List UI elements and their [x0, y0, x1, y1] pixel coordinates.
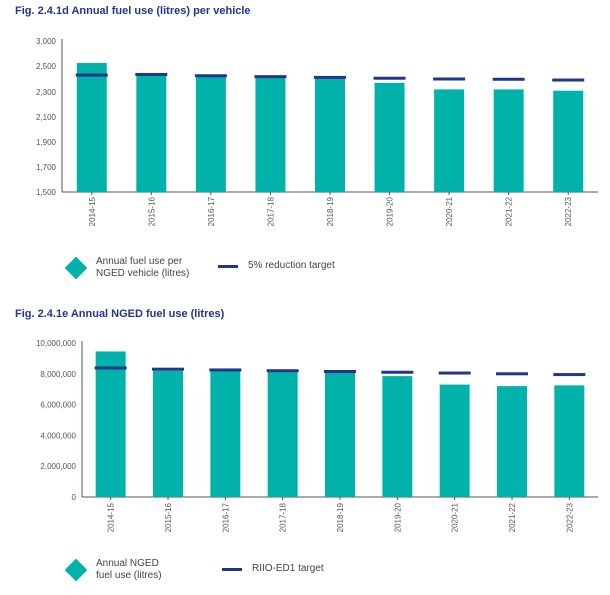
x-tick-label: 2016-17 — [207, 196, 216, 226]
legend-1-bar-label-line1: Annual fuel use per — [96, 256, 183, 267]
target-marker — [553, 373, 586, 377]
bar — [382, 376, 413, 497]
x-tick-label: 2017-18 — [279, 502, 288, 532]
bar — [255, 77, 286, 192]
target-marker — [94, 366, 127, 370]
x-tick-label: 2015-16 — [164, 502, 173, 532]
x-tick-label: 2018-19 — [336, 502, 345, 532]
legend-1-bar: Annual fuel use per NGED vehicle (litres… — [64, 256, 190, 280]
bar — [497, 386, 527, 497]
y-tick-label: 4,000,000 — [40, 431, 76, 440]
x-tick-label: 2021-22 — [508, 502, 517, 532]
y-tick-label: 8,000,000 — [40, 370, 76, 379]
bar — [434, 89, 465, 192]
legend-2-bar-label-line2: fuel use (litres) — [96, 570, 162, 581]
target-marker — [254, 75, 287, 79]
y-tick-label: 3,000 — [36, 37, 57, 46]
chart-1-title: Fig. 2.4.1d Annual fuel use (litres) per… — [15, 5, 251, 17]
legend-1-target-label: 5% reduction target — [248, 260, 335, 271]
target-marker — [438, 371, 471, 375]
x-tick-label: 2022-23 — [565, 502, 574, 532]
target-marker — [381, 370, 414, 374]
y-tick-label: 0 — [72, 493, 77, 502]
y-tick-label: 2,000,000 — [40, 462, 76, 471]
legend-2-bar: Annual NGED fuel use (litres) — [64, 558, 162, 582]
x-tick-label: 2018-19 — [326, 196, 335, 226]
bar — [153, 370, 183, 497]
target-marker — [373, 76, 406, 80]
target-marker — [552, 78, 585, 82]
legend-2-target-label: RIIO-ED1 target — [252, 563, 324, 574]
x-tick-label: 2017-18 — [266, 196, 275, 226]
legend-1-target: 5% reduction target — [218, 260, 335, 272]
legend-2-bar-label-line1: Annual NGED — [96, 558, 159, 569]
x-tick-label: 2020-21 — [445, 196, 454, 226]
bar — [76, 63, 107, 192]
y-tick-label: 10,000,000 — [36, 339, 77, 348]
y-tick-label: 1,700 — [36, 163, 57, 172]
target-marker — [266, 369, 299, 373]
target-marker — [135, 72, 168, 76]
y-tick-label: 2,500 — [36, 62, 57, 71]
x-tick-label: 2015-16 — [147, 196, 156, 226]
teal-diamond-icon — [64, 256, 88, 280]
target-marker — [209, 368, 242, 372]
bar — [210, 369, 241, 497]
navy-dash-icon — [222, 567, 242, 571]
x-tick-label: 2019-20 — [386, 196, 395, 226]
y-tick-label: 1,900 — [36, 138, 57, 147]
chart-2-title: Fig. 2.4.1e Annual NGED fuel use (litres… — [15, 308, 225, 320]
legend-1-bar-label-line2: NGED vehicle (litres) — [96, 268, 190, 279]
y-tick-label: 6,000,000 — [40, 401, 76, 410]
x-tick-label: 2022-23 — [564, 196, 573, 226]
target-marker — [152, 367, 184, 371]
bar — [325, 372, 355, 497]
bar — [315, 79, 345, 192]
y-tick-label: 2,300 — [36, 88, 57, 97]
y-tick-label: 1,500 — [36, 188, 57, 197]
target-marker — [314, 75, 346, 79]
bar — [553, 90, 584, 192]
y-tick-label: 2,100 — [36, 113, 57, 122]
target-marker — [324, 369, 356, 373]
x-tick-label: 2019-20 — [393, 502, 402, 532]
legend-2-target: RIIO-ED1 target — [222, 563, 324, 575]
x-tick-label: 2016-17 — [221, 502, 230, 532]
bar — [439, 384, 470, 497]
target-marker — [496, 372, 528, 376]
x-tick-label: 2021-22 — [505, 196, 514, 226]
target-marker — [492, 77, 525, 81]
bar — [95, 351, 126, 497]
bar — [136, 75, 167, 192]
bar — [267, 371, 298, 497]
target-marker — [75, 73, 108, 77]
x-tick-label: 2020-21 — [451, 502, 460, 532]
bar — [554, 385, 585, 497]
bar — [195, 76, 226, 192]
x-tick-label: 2014-15 — [88, 196, 97, 226]
navy-dash-icon — [218, 264, 238, 268]
bar — [374, 82, 405, 192]
bar — [493, 89, 524, 192]
target-marker — [433, 77, 466, 81]
x-tick-label: 2014-15 — [107, 502, 116, 532]
teal-diamond-icon — [64, 558, 88, 582]
target-marker — [194, 74, 227, 78]
